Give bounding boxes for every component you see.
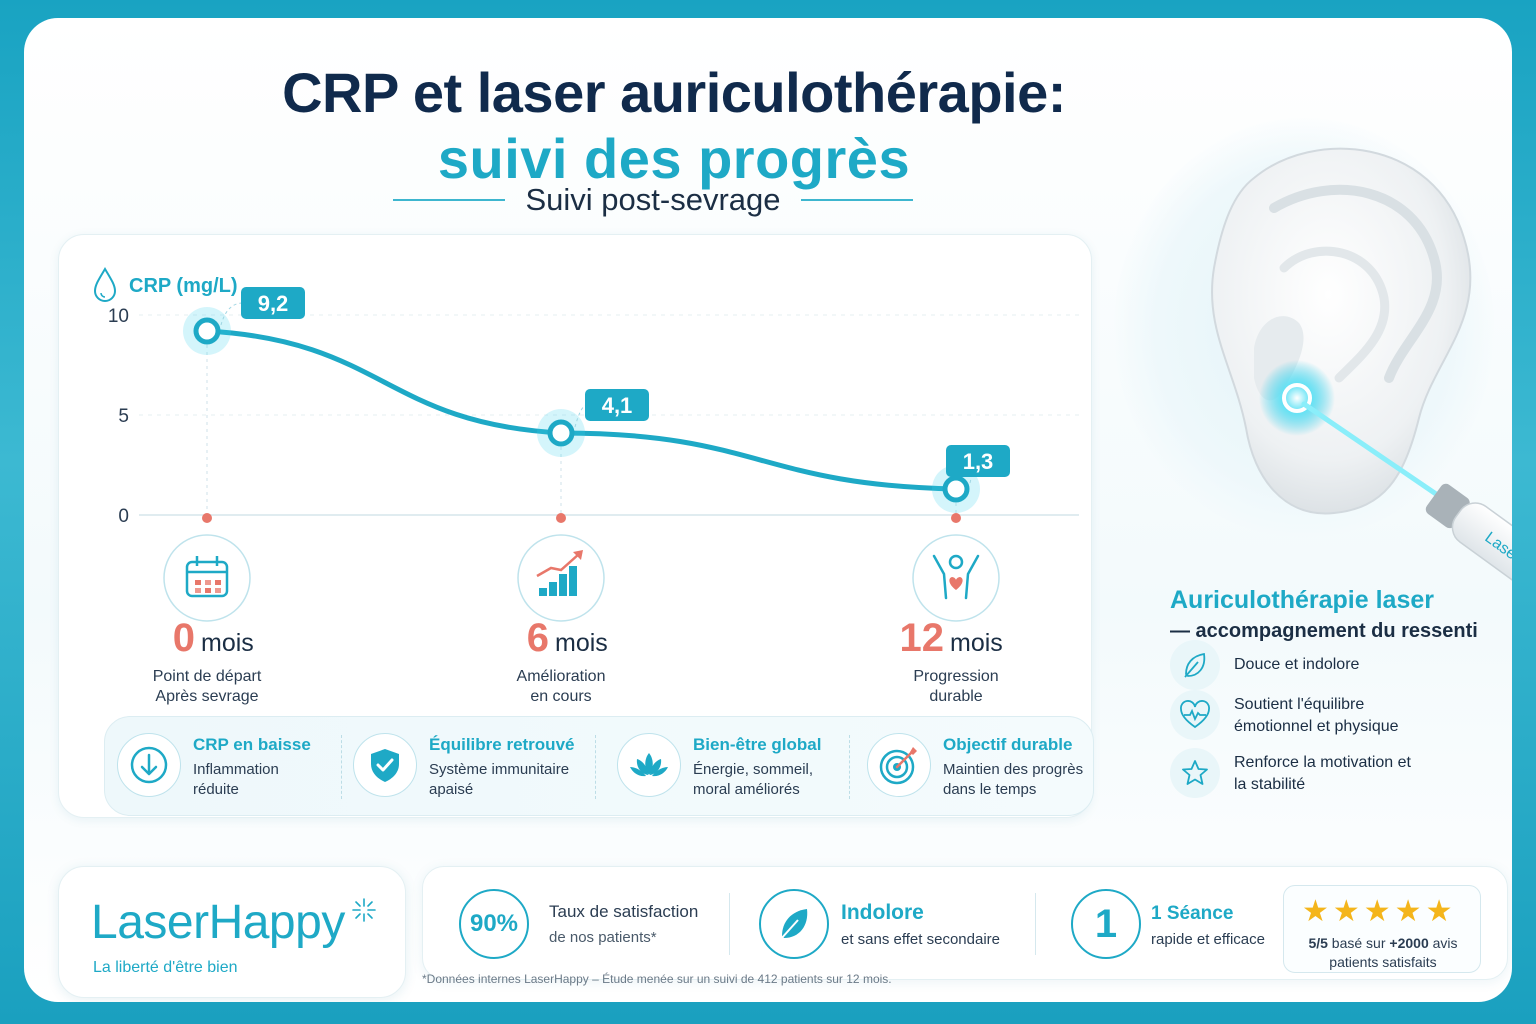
arrow-down-icon xyxy=(117,733,181,797)
milestone-number: 12 xyxy=(900,616,945,660)
calendar-icon xyxy=(163,534,251,622)
value-label-box xyxy=(946,445,1010,477)
milestone-caption-1: Progression xyxy=(913,668,998,685)
milestone-unit: mois xyxy=(201,629,254,657)
kpi-title: CRP en baisse xyxy=(193,735,311,754)
subtitle-rule-right xyxy=(800,199,913,201)
lotus-icon xyxy=(617,733,681,797)
feather-icon xyxy=(1170,640,1220,690)
painless-title: Indolore xyxy=(841,901,924,924)
subtitle-row: Suivi post-sevrage xyxy=(379,180,927,220)
rating-box: ★★★★★ 5/5 basé sur +2000 avis patients s… xyxy=(1283,885,1481,973)
y-tick-label: 0 xyxy=(118,506,129,527)
laser-beam xyxy=(1301,401,1439,497)
kpi-balance: Équilibre retrouvé Système immunitaire a… xyxy=(341,717,595,817)
satisfaction-text-1: Taux de satisfaction xyxy=(549,902,699,921)
y-tick-label: 10 xyxy=(108,306,129,327)
kpi-desc: Système immunitaire apaisé xyxy=(429,761,570,798)
subtitle: Suivi post-sevrage xyxy=(525,182,781,217)
rating-stars: ★★★★★ xyxy=(1302,895,1457,928)
feather-icon xyxy=(759,889,829,959)
target-icon xyxy=(867,733,931,797)
milestone-caption-1: Amélioration xyxy=(517,668,606,685)
session-badge: 1 xyxy=(1071,889,1141,959)
star-icon xyxy=(1170,748,1220,798)
heart-pulse-icon xyxy=(1170,690,1220,740)
kpi-title: Objectif durable xyxy=(943,735,1073,754)
title-line-1: CRP et laser auriculothérapie: xyxy=(282,61,1066,124)
rating-count: +2000 xyxy=(1389,935,1429,951)
milestone-caption-1: Point de départ xyxy=(153,668,262,685)
data-point xyxy=(942,475,970,503)
kpi-divider xyxy=(595,735,596,799)
value-label: 4,1 xyxy=(602,393,633,418)
rating-reviews: avis xyxy=(1428,935,1458,951)
ear-illustration: LaserHappy xyxy=(1210,147,1512,637)
satisfaction-text-2: de nos patients* xyxy=(549,929,657,946)
side-title: Auriculothérapie laser xyxy=(1170,586,1434,614)
footnote: *Données internes LaserHappy – Étude men… xyxy=(422,972,892,986)
kpi-strip: CRP en baisse Inflammation réduite Équil… xyxy=(104,716,1094,816)
milestone-caption-2: durable xyxy=(929,688,982,705)
milestone-unit: mois xyxy=(555,629,608,657)
y-axis-label: CRP (mg/L) xyxy=(129,275,238,297)
rating-based-on: basé sur xyxy=(1327,935,1390,951)
milestone-number: 0 xyxy=(173,616,195,660)
milestone-unit: mois xyxy=(950,629,1003,657)
subtitle-rule-left xyxy=(393,199,506,201)
feature-text: Douce et indolore xyxy=(1234,656,1360,673)
laser-pen: LaserHappy xyxy=(1425,483,1512,637)
milestone-caption-2: en cours xyxy=(530,688,591,705)
feature-text: Renforce la motivation et la stabilité xyxy=(1234,754,1411,793)
brand-tagline: La liberté d'être bien xyxy=(93,959,238,976)
stat-divider xyxy=(729,893,730,955)
person-heart-icon xyxy=(912,534,1000,622)
data-point xyxy=(193,317,221,345)
kpi-divider xyxy=(341,735,342,799)
y-tick-label: 5 xyxy=(118,406,129,427)
value-label: 1,3 xyxy=(963,449,994,474)
side-subtitle: — accompagnement du ressenti xyxy=(1170,620,1478,642)
kpi-divider xyxy=(849,735,850,799)
title-line-2: suivi des progrès xyxy=(437,127,911,190)
drop-icon xyxy=(93,267,117,302)
milestone-number: 6 xyxy=(527,616,549,660)
rating-score: 5/5 xyxy=(1308,935,1328,951)
axis-marker-dot xyxy=(556,513,566,523)
satisfaction-badge: 90% xyxy=(459,889,529,959)
rating-satisfied: patients satisfaits xyxy=(1329,954,1437,970)
value-label-box xyxy=(585,389,649,421)
milestone-caption-2: Après sevrage xyxy=(155,688,258,705)
stats-bar: 90% Taux de satisfaction de nos patients… xyxy=(422,866,1508,980)
rating-text: 5/5 basé sur +2000 avis patients satisfa… xyxy=(1284,934,1482,972)
value-label: 9,2 xyxy=(258,291,289,316)
brand-card: LaserHappy La liberté d'être bien xyxy=(58,866,406,998)
kpi-desc: Énergie, sommeil, moral améliorés xyxy=(693,761,814,798)
kpi-wellbeing: Bien-être global Énergie, sommeil, moral… xyxy=(605,717,849,817)
axis-marker-dot xyxy=(202,513,212,523)
kpi-desc: Maintien des progrès dans le temps xyxy=(943,761,1084,798)
brand-logo: LaserHappy xyxy=(91,896,345,949)
laser-point-glow xyxy=(1259,360,1335,436)
kpi-title: Équilibre retrouvé xyxy=(429,735,575,754)
kpi-crp-down: CRP en baisse Inflammation réduite xyxy=(105,717,340,817)
painless-text: et sans effet secondaire xyxy=(841,931,1000,948)
growth-chart-icon xyxy=(517,534,605,622)
value-label-box xyxy=(241,287,305,319)
session-title: 1 Séance xyxy=(1151,903,1234,924)
stat-divider xyxy=(1035,893,1036,955)
kpi-lasting-goal: Objectif durable Maintien des progrès da… xyxy=(855,717,1095,817)
axis-marker-dot xyxy=(951,513,961,523)
sparkle-icon xyxy=(352,898,376,922)
laser-point xyxy=(1282,383,1312,413)
feature-text: Soutient l'équilibre émotionnel et physi… xyxy=(1234,696,1399,735)
shield-check-icon xyxy=(353,733,417,797)
data-point xyxy=(547,419,575,447)
kpi-desc: Inflammation réduite xyxy=(193,761,279,798)
infographic-card: CRP et laser auriculothérapie: suivi des… xyxy=(24,18,1512,1002)
label-leader xyxy=(220,302,244,326)
kpi-title: Bien-être global xyxy=(693,735,822,754)
session-text: rapide et efficace xyxy=(1151,931,1265,948)
